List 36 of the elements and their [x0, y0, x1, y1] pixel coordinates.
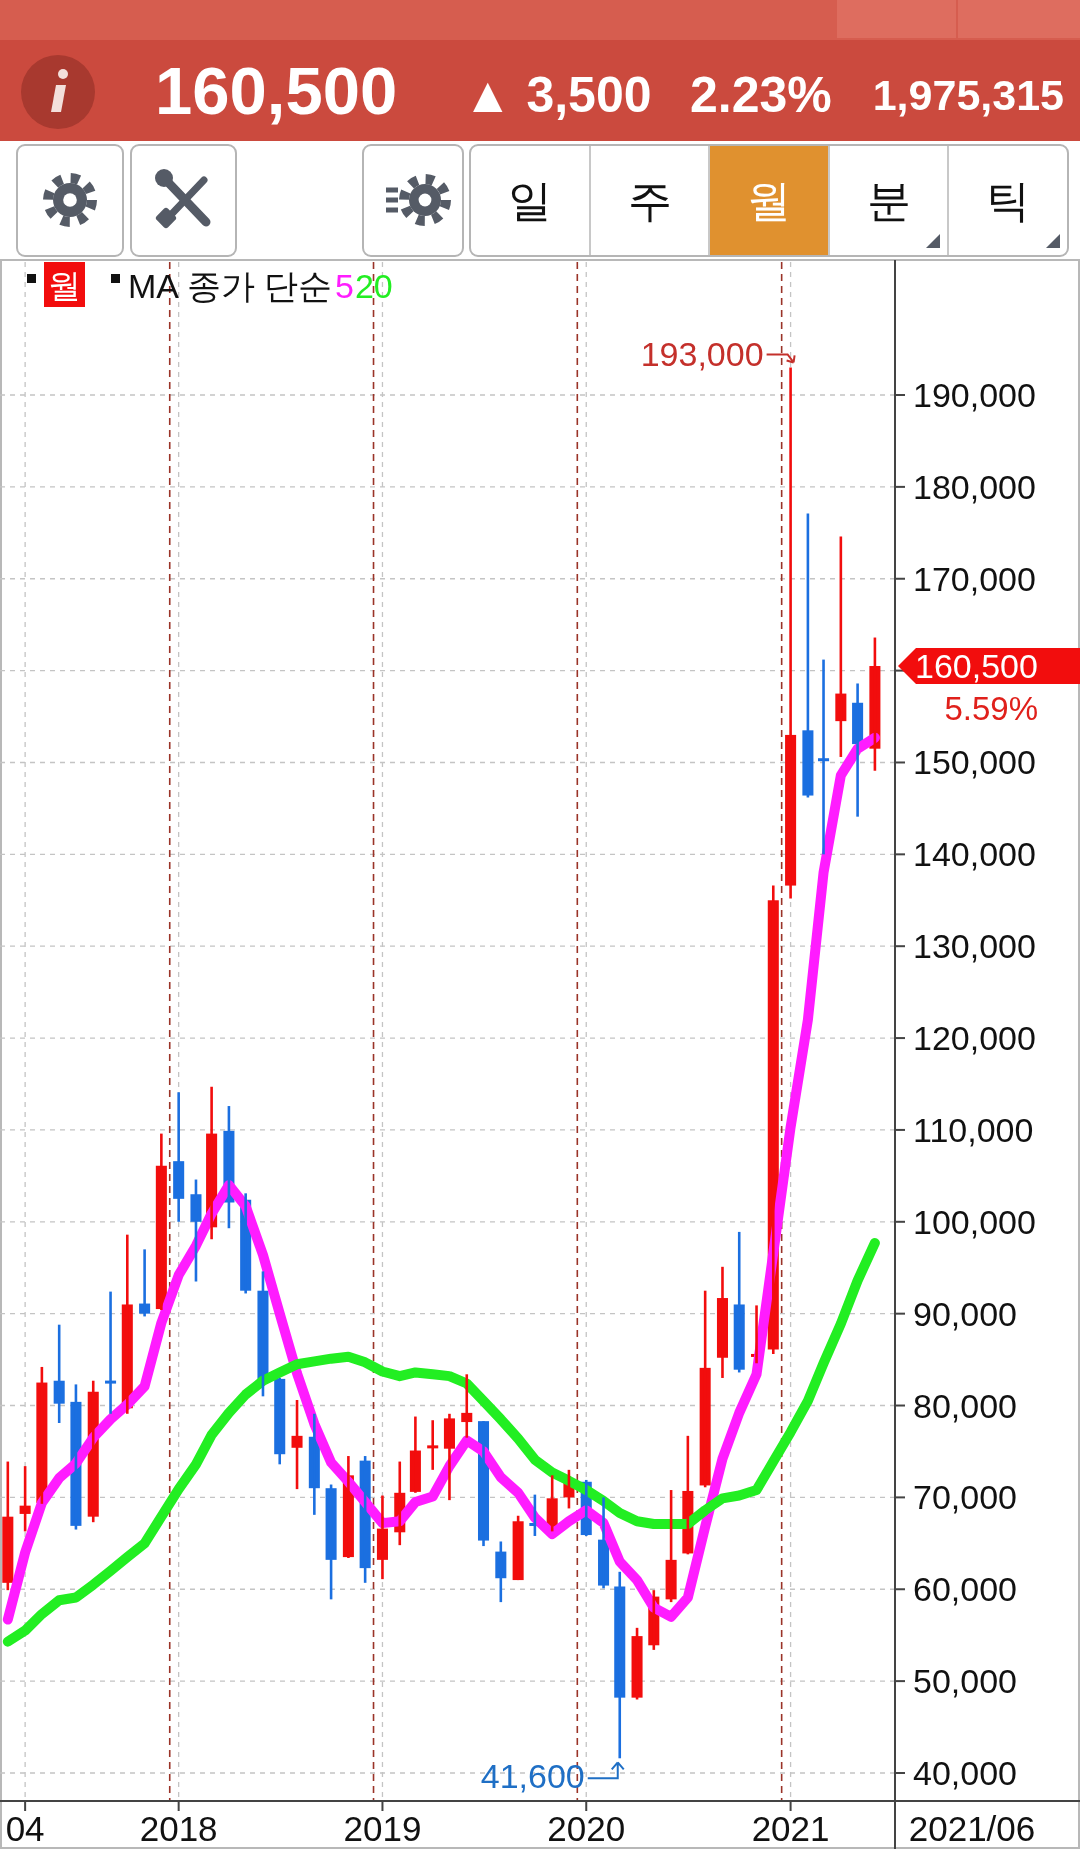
legend: 월 MA 종가 단순520: [27, 262, 393, 307]
annotation: 41,600: [480, 1757, 585, 1796]
annotation: 160,500: [915, 647, 1038, 685]
ytick-label: 140,000: [913, 835, 1036, 874]
ytick-label: 180,000: [913, 467, 1036, 506]
annotation: 193,000: [640, 335, 764, 374]
ytick-label: 130,000: [913, 927, 1036, 966]
ytick-label: 90,000: [913, 1294, 1017, 1333]
annotation: 2021/06: [908, 1809, 1036, 1848]
ytick-label: 120,000: [913, 1019, 1036, 1058]
xtick-label: 04: [5, 1809, 45, 1848]
ytick-label: 150,000: [913, 743, 1036, 782]
ytick-label: 190,000: [913, 376, 1036, 414]
legend-title: MA 종가 단순: [128, 267, 333, 305]
ytick-label: 80,000: [913, 1386, 1017, 1425]
xtick-label: 2019: [343, 1809, 422, 1848]
ytick-label: 70,000: [913, 1478, 1017, 1517]
annotation: 월: [747, 175, 791, 225]
annotation: 주: [627, 175, 672, 225]
ytick-label: 100,000: [913, 1202, 1036, 1241]
annotation: 틱: [986, 175, 1030, 225]
annotation: 5.59%: [944, 690, 1038, 727]
xtick-label: 2018: [139, 1809, 218, 1848]
ytick-label: 110,000: [913, 1110, 1034, 1149]
annotation: 160,500: [155, 53, 398, 128]
xtick-label: 2021: [751, 1809, 830, 1848]
annotation: 일: [508, 175, 552, 225]
ytick-label: 60,000: [913, 1570, 1017, 1609]
annotation: ▲ 3,500: [463, 67, 652, 123]
ytick-label: 40,000: [913, 1754, 1017, 1792]
xtick-label: 2020: [547, 1809, 626, 1848]
annotation: 2.23%: [690, 67, 832, 123]
annotation: 분: [866, 175, 911, 225]
annotation: 1,975,315: [872, 71, 1064, 119]
ytick-label: 50,000: [913, 1662, 1017, 1701]
ytick-label: 170,000: [913, 559, 1036, 598]
